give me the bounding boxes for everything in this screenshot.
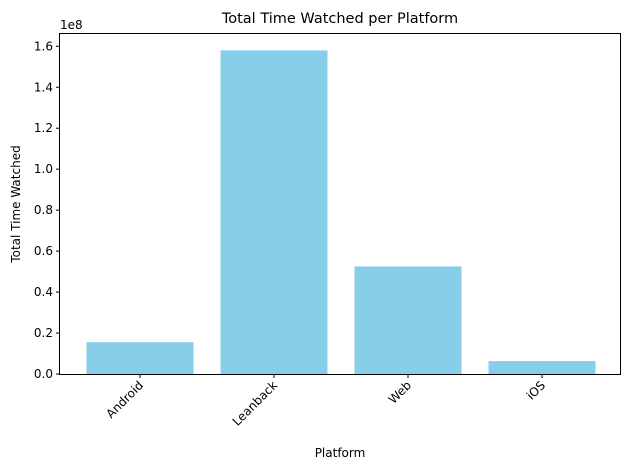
- x-tick-label-leanback: Leanback: [230, 378, 280, 428]
- y-offset-label: 1e8: [60, 18, 83, 32]
- x-axis-label: Platform: [315, 446, 366, 460]
- x-axis: Android Leanback Web iOS: [103, 374, 548, 429]
- bar-web: [354, 266, 462, 374]
- bar-android: [86, 342, 194, 374]
- y-tick-label: 0.8: [34, 203, 53, 217]
- y-tick-label: 1.6: [34, 39, 53, 53]
- x-tick-label-ios: iOS: [524, 378, 548, 402]
- bar-ios: [488, 361, 596, 374]
- y-tick-label: 1.2: [34, 121, 53, 135]
- bar-leanback: [220, 50, 328, 374]
- x-tick-label-android: Android: [103, 378, 146, 421]
- plot-frame: [59, 33, 621, 375]
- x-tick-label-web: Web: [386, 378, 414, 406]
- y-tick-label: 0.4: [34, 285, 53, 299]
- y-axis-label: Total Time Watched: [9, 145, 23, 263]
- y-tick-label: 0.6: [34, 244, 53, 258]
- y-tick-label: 0.0: [34, 367, 53, 381]
- bars-layer: [86, 50, 596, 374]
- y-tick-label: 0.2: [34, 326, 53, 340]
- y-axis: 0.0 0.2 0.4 0.6 0.8 1.0 1.2 1.4 1.6: [34, 39, 60, 381]
- y-tick-label: 1.0: [34, 162, 53, 176]
- chart-title: Total Time Watched per Platform: [221, 11, 458, 27]
- y-tick-label: 1.4: [34, 80, 53, 94]
